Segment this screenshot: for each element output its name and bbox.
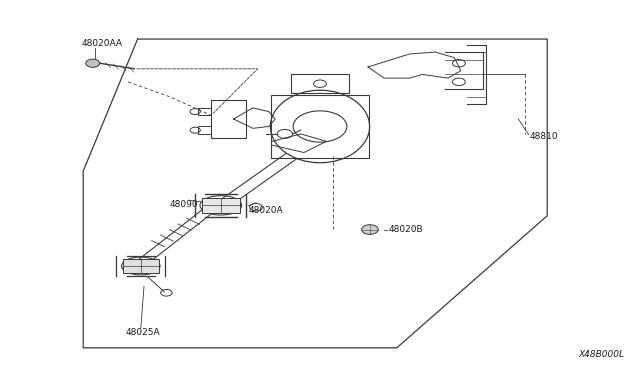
Bar [291, 74, 349, 93]
Bar [202, 198, 240, 213]
Text: 48020A: 48020A [248, 206, 283, 215]
Text: X48B000L: X48B000L [578, 350, 624, 359]
Circle shape [86, 59, 100, 67]
Bar [271, 95, 369, 158]
Bar [211, 100, 246, 138]
Text: 48090: 48090 [170, 200, 198, 209]
Text: 48020AA: 48020AA [81, 39, 122, 48]
Text: 48020B: 48020B [388, 225, 423, 234]
Bar [123, 259, 159, 273]
Text: 48810: 48810 [530, 132, 559, 141]
Circle shape [362, 225, 378, 234]
Text: 48025A: 48025A [125, 328, 160, 337]
